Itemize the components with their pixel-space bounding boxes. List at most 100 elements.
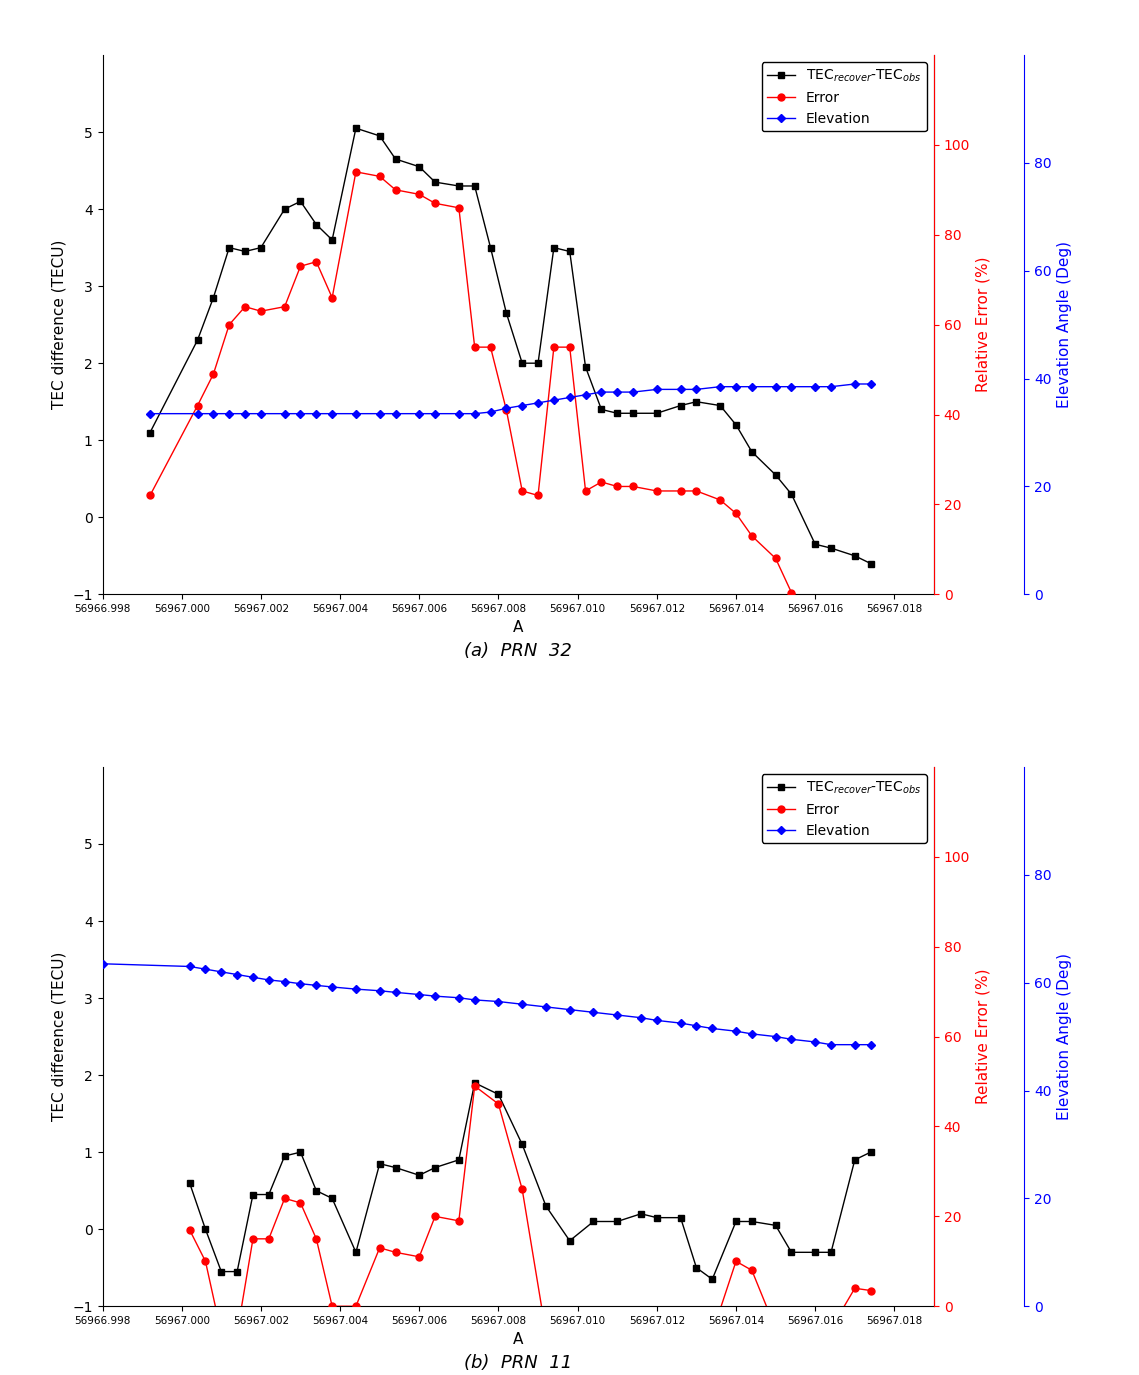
TEC$_{recover}$-TEC$_{obs}$ — [190, 331, 204, 348]
Elevation — [428, 987, 442, 1004]
Elevation — [428, 406, 442, 422]
Y-axis label: TEC difference (TECU): TEC difference (TECU) — [51, 241, 67, 410]
Y-axis label: TEC difference (TECU): TEC difference (TECU) — [51, 951, 67, 1121]
Elevation — [246, 969, 260, 986]
Legend: TEC$_{recover}$-TEC$_{obs}$, Error, Elevation: TEC$_{recover}$-TEC$_{obs}$, Error, Elev… — [762, 62, 927, 132]
TEC$_{recover}$-TEC$_{obs}$ — [182, 1174, 196, 1191]
Error — [689, 1326, 703, 1342]
Elevation — [182, 958, 196, 975]
TEC$_{recover}$-TEC$_{obs}$ — [254, 239, 268, 256]
Elevation — [863, 1037, 877, 1053]
Error — [611, 1320, 624, 1336]
TEC$_{recover}$-TEC$_{obs}$ — [611, 1213, 624, 1229]
Elevation — [650, 381, 664, 397]
Error — [515, 483, 528, 499]
Error — [563, 338, 576, 355]
TEC$_{recover}$-TEC$_{obs}$ — [785, 1244, 798, 1261]
Elevation — [388, 406, 402, 422]
Elevation — [785, 1031, 798, 1048]
Elevation — [563, 1001, 576, 1018]
TEC$_{recover}$-TEC$_{obs}$ — [492, 1086, 506, 1103]
Elevation — [674, 1015, 688, 1031]
Legend: TEC$_{recover}$-TEC$_{obs}$, Error, Elevation: TEC$_{recover}$-TEC$_{obs}$, Error, Elev… — [762, 774, 927, 843]
Elevation — [310, 978, 323, 994]
Error — [412, 186, 426, 202]
TEC$_{recover}$-TEC$_{obs}$ — [278, 201, 292, 217]
TEC$_{recover}$-TEC$_{obs}$ — [452, 177, 466, 194]
Elevation — [144, 406, 157, 422]
Error — [278, 1191, 292, 1207]
TEC$_{recover}$-TEC$_{obs}$ — [650, 406, 664, 422]
Error — [674, 483, 688, 499]
Error — [729, 1253, 743, 1269]
Elevation — [847, 1037, 861, 1053]
TEC$_{recover}$-TEC$_{obs}$ — [769, 1217, 782, 1233]
Elevation — [863, 375, 877, 392]
Elevation — [326, 979, 339, 996]
Line: Error: Error — [147, 168, 874, 624]
TEC$_{recover}$-TEC$_{obs}$ — [863, 556, 877, 572]
Elevation — [492, 993, 506, 1009]
Elevation — [214, 964, 228, 980]
TEC$_{recover}$-TEC$_{obs}$ — [388, 1159, 402, 1176]
Error — [745, 528, 759, 544]
TEC$_{recover}$-TEC$_{obs}$ — [587, 1213, 600, 1229]
Elevation — [689, 381, 703, 397]
Elevation — [452, 990, 466, 1006]
TEC$_{recover}$-TEC$_{obs}$ — [713, 397, 727, 414]
Text: (a)  PRN  32: (a) PRN 32 — [465, 642, 572, 660]
Elevation — [278, 406, 292, 422]
Error — [468, 1078, 482, 1094]
Error — [863, 613, 877, 630]
Error — [428, 1209, 442, 1225]
Error — [452, 1213, 466, 1229]
TEC$_{recover}$-TEC$_{obs}$ — [294, 1144, 308, 1160]
Elevation — [238, 406, 252, 422]
Error — [500, 402, 514, 418]
Elevation — [745, 378, 759, 395]
TEC$_{recover}$-TEC$_{obs}$ — [689, 1260, 703, 1276]
TEC$_{recover}$-TEC$_{obs}$ — [349, 120, 362, 136]
Elevation — [222, 406, 236, 422]
Error — [230, 1326, 244, 1342]
TEC$_{recover}$-TEC$_{obs}$ — [238, 243, 252, 260]
TEC$_{recover}$-TEC$_{obs}$ — [198, 1221, 212, 1238]
Error — [349, 164, 362, 180]
Line: Elevation: Elevation — [100, 961, 874, 1048]
TEC$_{recover}$-TEC$_{obs}$ — [500, 305, 514, 322]
TEC$_{recover}$-TEC$_{obs}$ — [428, 173, 442, 190]
Error — [388, 1244, 402, 1261]
Elevation — [349, 406, 362, 422]
Elevation — [769, 1028, 782, 1045]
Error — [372, 168, 386, 184]
Elevation — [579, 386, 592, 403]
Elevation — [515, 397, 528, 414]
Error — [626, 478, 640, 495]
Error — [785, 1320, 798, 1336]
Elevation — [595, 384, 608, 400]
Elevation — [412, 986, 426, 1002]
TEC$_{recover}$-TEC$_{obs}$ — [579, 359, 592, 375]
TEC$_{recover}$-TEC$_{obs}$ — [745, 1213, 759, 1229]
Elevation — [372, 983, 386, 1000]
Error — [238, 298, 252, 315]
TEC$_{recover}$-TEC$_{obs}$ — [863, 1144, 877, 1160]
Error — [468, 338, 482, 355]
Error — [674, 1326, 688, 1342]
TEC$_{recover}$-TEC$_{obs}$ — [563, 243, 576, 260]
Error — [246, 1231, 260, 1247]
TEC$_{recover}$-TEC$_{obs}$ — [452, 1152, 466, 1169]
Error — [809, 595, 822, 612]
TEC$_{recover}$-TEC$_{obs}$ — [294, 193, 308, 209]
Elevation — [847, 375, 861, 392]
TEC$_{recover}$-TEC$_{obs}$ — [825, 1244, 838, 1261]
Elevation — [294, 406, 308, 422]
Error — [809, 1320, 822, 1336]
TEC$_{recover}$-TEC$_{obs}$ — [484, 239, 498, 256]
Error — [310, 1231, 323, 1247]
TEC$_{recover}$-TEC$_{obs}$ — [705, 1270, 719, 1287]
TEC$_{recover}$-TEC$_{obs}$ — [349, 1244, 362, 1261]
Elevation — [310, 406, 323, 422]
TEC$_{recover}$-TEC$_{obs}$ — [729, 1213, 743, 1229]
TEC$_{recover}$-TEC$_{obs}$ — [428, 1159, 442, 1176]
